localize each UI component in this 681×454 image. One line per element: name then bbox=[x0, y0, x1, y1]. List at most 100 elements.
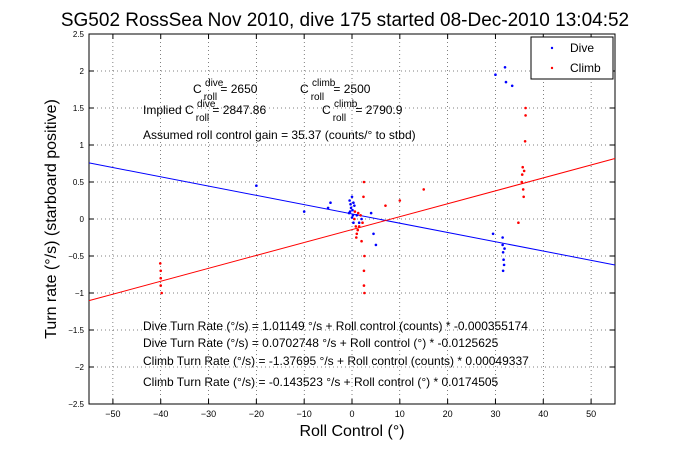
dive-point bbox=[349, 206, 353, 210]
climb-point bbox=[520, 173, 524, 176]
dive-point bbox=[501, 269, 505, 273]
implied-dive-value: = 2847.86 bbox=[212, 103, 266, 117]
dive-point bbox=[351, 214, 355, 217]
axis-ticks: −50 −40 −30 −20 −10 0 10 20 30 40 50−2.5−2−1.5−1−0… bbox=[68, 30, 615, 419]
dive-point bbox=[372, 232, 375, 236]
y-tick-label: −0.5 bbox=[68, 252, 84, 261]
dive-point bbox=[350, 216, 354, 219]
climb-point bbox=[363, 291, 366, 295]
climb-point bbox=[355, 232, 359, 236]
fit-equation-1: Dive Turn Rate (°/s) = 1.01149 °/s + Rol… bbox=[143, 319, 528, 333]
legend-dive-label: Dive bbox=[570, 41, 594, 55]
fit-lines bbox=[88, 158, 616, 302]
climb-point bbox=[521, 188, 525, 191]
svg-text:C climb roll: C climb roll = 2500 bbox=[300, 75, 371, 103]
climb-point bbox=[523, 140, 527, 143]
climb-point bbox=[522, 195, 525, 199]
dive-fit-line bbox=[88, 162, 616, 266]
climb-point bbox=[353, 210, 357, 213]
implied-climb-label: C bbox=[322, 103, 331, 117]
c-dive-sub: roll bbox=[204, 92, 217, 103]
x-axis-label: Roll Control (°) bbox=[299, 423, 404, 440]
climb-point bbox=[354, 225, 358, 228]
dive-point bbox=[504, 80, 508, 84]
climb-point bbox=[422, 188, 426, 191]
climb-point bbox=[362, 284, 366, 287]
c-dive-value: = 2650 bbox=[220, 82, 257, 96]
y-tick-label: 1.5 bbox=[73, 104, 85, 113]
climb-point bbox=[524, 106, 527, 110]
x-tick-label: −40 bbox=[153, 409, 168, 419]
climb-point bbox=[524, 114, 527, 117]
dive-point bbox=[510, 84, 514, 88]
climb-point bbox=[353, 217, 356, 221]
roll-gain-note: Assumed roll control gain = 35.37 (count… bbox=[143, 128, 416, 142]
climb-point bbox=[362, 180, 366, 184]
climb-point bbox=[521, 165, 525, 169]
c-climb-sup: climb bbox=[312, 78, 336, 89]
dive-point bbox=[501, 243, 504, 247]
c-dive-label: C bbox=[193, 82, 202, 96]
climb-point bbox=[363, 254, 366, 258]
climb-point bbox=[398, 199, 402, 202]
x-tick-label: −10 bbox=[297, 409, 312, 419]
dive-point bbox=[351, 208, 354, 212]
dive-point bbox=[347, 211, 351, 215]
climb-point bbox=[158, 262, 162, 265]
dive-point bbox=[369, 211, 373, 215]
dive-point bbox=[355, 214, 359, 217]
climb-point bbox=[159, 284, 163, 287]
y-tick-label: 1 bbox=[80, 141, 85, 150]
climb-point bbox=[356, 228, 360, 232]
dive-point bbox=[329, 201, 332, 205]
svg-text:Implied C dive rol: Implied C dive roll = 2847.86 bbox=[143, 96, 266, 124]
x-tick-label: 10 bbox=[395, 409, 405, 419]
legend-climb-label: Climb bbox=[570, 61, 601, 75]
dive-point bbox=[348, 199, 351, 202]
fit-equation-2: Dive Turn Rate (°/s) = 0.0702748 °/s + R… bbox=[143, 336, 499, 350]
fit-equations: Dive Turn Rate (°/s) = 1.01149 °/s + Rol… bbox=[143, 319, 529, 389]
svg-text:C climb roll: C climb roll = 2790.9 bbox=[322, 96, 403, 124]
climb-point bbox=[359, 214, 362, 217]
climb-point bbox=[517, 221, 520, 224]
climb-point bbox=[360, 239, 363, 243]
climb-point bbox=[361, 221, 364, 224]
c-climb-value: = 2500 bbox=[333, 82, 370, 96]
y-tick-label: 0.5 bbox=[73, 178, 85, 187]
x-tick-label: −20 bbox=[249, 409, 264, 419]
y-tick-label: −1 bbox=[75, 289, 85, 298]
c-dive-sup: dive bbox=[205, 78, 224, 89]
dive-point bbox=[501, 236, 504, 239]
svg-text:C dive roll: C dive roll = 2650 bbox=[193, 75, 258, 103]
climb-point bbox=[159, 269, 163, 273]
dive-point bbox=[353, 204, 356, 207]
y-tick-label: −1.5 bbox=[68, 326, 84, 335]
dive-point bbox=[494, 73, 497, 76]
x-tick-label: 40 bbox=[538, 409, 548, 419]
climb-point bbox=[160, 291, 163, 295]
dive-point bbox=[326, 206, 330, 210]
y-tick-label: −2.5 bbox=[68, 400, 84, 409]
c-climb-sub: roll bbox=[311, 92, 324, 103]
dive-point bbox=[491, 232, 495, 236]
implied-prefix: Implied C bbox=[143, 103, 194, 117]
dive-point bbox=[352, 201, 355, 205]
dive-point bbox=[255, 184, 258, 187]
dive-point bbox=[349, 202, 352, 206]
implied-climb-sub: roll bbox=[333, 113, 346, 124]
dive-point bbox=[503, 66, 507, 69]
implied-climb-value: = 2790.9 bbox=[355, 103, 402, 117]
climb-point bbox=[356, 211, 360, 215]
legend-box bbox=[530, 36, 614, 80]
dive-point bbox=[360, 217, 363, 221]
x-tick-label: 0 bbox=[349, 409, 354, 419]
climb-fit-line bbox=[88, 158, 616, 302]
implied-dive-sub: roll bbox=[196, 113, 209, 124]
y-tick-label: 0 bbox=[80, 215, 85, 224]
x-tick-label: 50 bbox=[586, 409, 596, 419]
dive-point bbox=[350, 195, 354, 199]
legend: Dive Climb bbox=[530, 36, 614, 80]
y-tick-label: 2 bbox=[80, 67, 85, 76]
dive-point bbox=[352, 221, 355, 224]
climb-point bbox=[159, 276, 163, 280]
